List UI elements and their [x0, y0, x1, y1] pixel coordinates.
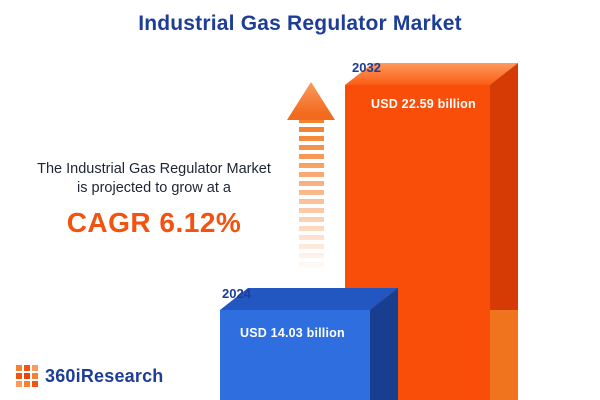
page-title: Industrial Gas Regulator Market — [138, 12, 462, 35]
brand-logo: 360iResearch — [16, 365, 164, 387]
bar-2024 — [220, 310, 370, 400]
category-label-2024: 2024 — [222, 286, 251, 301]
value-label-2032: USD 22.59 billion — [371, 97, 476, 111]
insight-line-2: is projected to grow at a — [77, 179, 231, 196]
growth-arrow-shaft-icon — [299, 118, 324, 270]
insight-line-1: The Industrial Gas Regulator Market — [37, 161, 271, 177]
logo-text: 360iResearch — [45, 365, 164, 386]
category-label-2032: 2032 — [352, 60, 381, 75]
value-label-2024: USD 14.03 billion — [240, 326, 345, 340]
bar-2024-top-face — [220, 288, 398, 310]
insight-block: The Industrial Gas Regulator Market is p… — [8, 160, 300, 239]
bar-2032-top-face — [345, 63, 518, 85]
bar-2024-side-face — [370, 288, 398, 400]
cagr-value: CAGR 6.12% — [66, 206, 242, 238]
growth-arrow-icon — [287, 82, 335, 120]
bar-2032-side-face — [490, 63, 518, 400]
logo-squares-icon — [16, 365, 38, 387]
